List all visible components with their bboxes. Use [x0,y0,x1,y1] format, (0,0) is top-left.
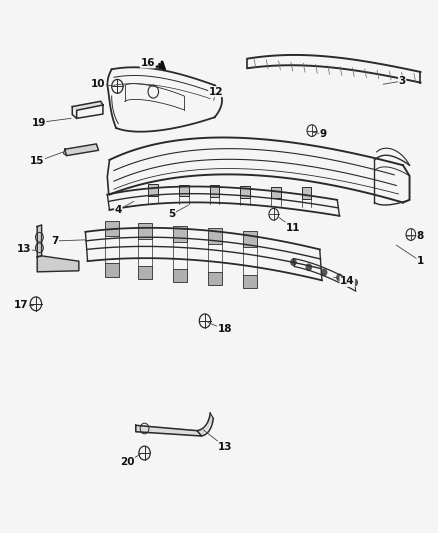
Bar [208,228,222,244]
Text: 3: 3 [399,76,406,86]
Text: 16: 16 [140,58,155,68]
Bar [105,221,119,237]
Text: 4: 4 [115,205,122,215]
Circle shape [337,274,342,281]
Polygon shape [72,101,103,110]
Circle shape [321,269,327,276]
Text: 19: 19 [32,118,46,127]
Bar [243,231,257,247]
Text: 13: 13 [217,442,232,451]
Text: 9: 9 [320,130,327,139]
Bar [271,187,281,198]
Text: 10: 10 [91,79,106,88]
Polygon shape [37,257,79,272]
Text: 18: 18 [217,325,232,334]
Text: 7: 7 [51,236,58,246]
Text: 13: 13 [17,245,32,254]
Bar [105,263,119,277]
Text: 1: 1 [417,256,424,266]
Polygon shape [65,144,99,156]
Bar [243,274,257,288]
Bar [208,272,222,285]
Text: 8: 8 [417,231,424,240]
Circle shape [291,259,296,265]
Bar [173,269,187,282]
Bar [240,186,250,198]
Bar [179,184,189,196]
Text: 15: 15 [30,157,45,166]
Bar [138,266,152,279]
Polygon shape [37,225,42,257]
Text: 5: 5 [168,209,175,219]
Text: 20: 20 [120,457,134,467]
Text: 11: 11 [285,223,300,232]
Polygon shape [136,413,213,436]
Bar [173,225,187,241]
Text: 17: 17 [14,301,28,310]
Circle shape [352,279,357,286]
Bar [148,184,158,196]
Bar [210,185,219,197]
Bar [138,223,152,239]
Bar [302,188,311,199]
Text: 14: 14 [340,277,355,286]
Circle shape [306,264,311,271]
Text: 12: 12 [208,87,223,96]
